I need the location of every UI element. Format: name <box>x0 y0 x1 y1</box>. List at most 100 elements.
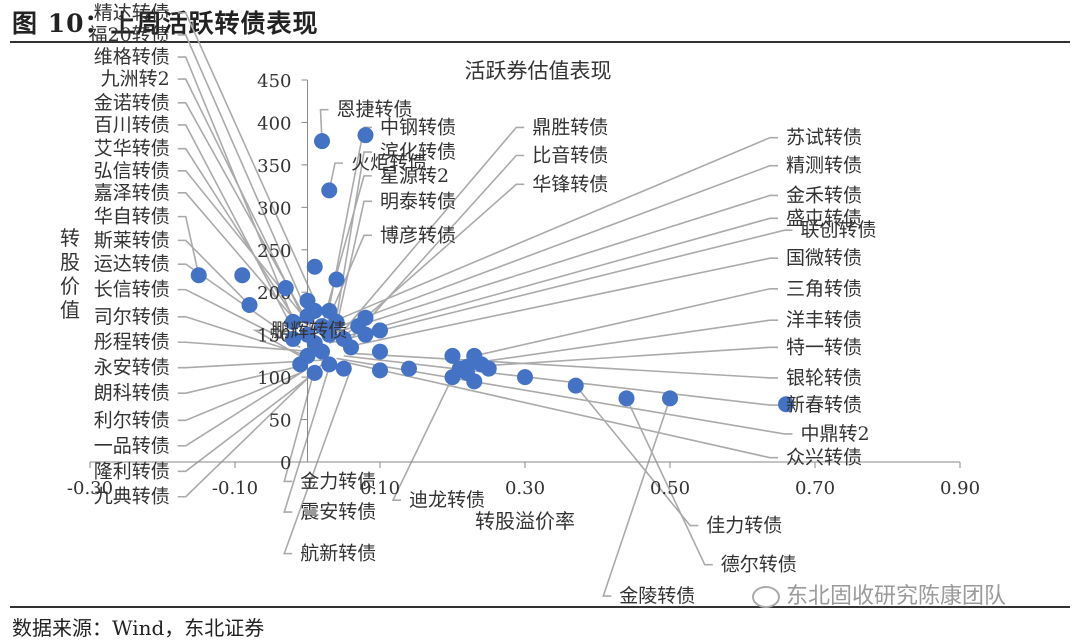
point-label: 维格转债 <box>94 46 170 68</box>
y-tick-label: 150 <box>257 326 291 347</box>
data-point <box>328 313 345 330</box>
leader-line <box>252 329 308 361</box>
y-tick-label: 0 <box>280 453 291 474</box>
x-tick-label: 0.30 <box>505 478 545 499</box>
data-point <box>343 339 359 356</box>
point-labels: 精达转债福20转债维格转债九洲转2金诺转债百川转债艾华转债弘信转债嘉泽转债华自转… <box>89 2 877 606</box>
data-point <box>314 133 330 150</box>
point-label: 金力转债 <box>300 470 376 492</box>
leader-line <box>350 154 525 340</box>
leader-line <box>336 357 793 435</box>
point-label: 金陵转债 <box>619 585 695 606</box>
svg-text:转股价值: 转股价值 <box>60 226 80 322</box>
point-label: 德尔转债 <box>721 554 797 576</box>
point-label: 艾华转债 <box>94 138 170 160</box>
point-label: 银轮转债 <box>786 367 862 389</box>
data-point <box>372 322 388 339</box>
top-divider <box>10 41 1070 43</box>
point-label: 震安转债 <box>300 501 376 523</box>
point-label: 鹏辉转债 <box>271 319 347 341</box>
leader-line <box>177 288 301 349</box>
point-label: 火炬转债 <box>351 152 427 174</box>
leader-line <box>625 397 713 566</box>
point-label: 鼎胜转债 <box>532 116 608 138</box>
data-point <box>662 390 678 407</box>
y-tick-label: 300 <box>257 198 291 219</box>
point-label: 福20转债 <box>89 24 170 46</box>
point-label: 众兴转债 <box>786 447 862 469</box>
point-label: 嘉泽转债 <box>94 182 170 204</box>
point-label: 特一转债 <box>786 336 862 358</box>
leader-line <box>177 363 308 394</box>
point-label: 国微转债 <box>786 247 862 269</box>
point-label: 一品转债 <box>94 435 170 457</box>
leader-line <box>343 126 525 331</box>
leader-line <box>177 215 200 276</box>
data-point <box>241 296 258 313</box>
point-label: 华锋转债 <box>532 173 608 195</box>
point-label: 迪龙转债 <box>409 489 485 511</box>
data-point <box>618 390 635 407</box>
point-label: 华自转债 <box>94 206 170 228</box>
y-tick-label: 250 <box>257 241 291 262</box>
leader-line <box>391 376 454 501</box>
point-label: 利尔转债 <box>94 409 170 431</box>
leader-line <box>329 194 778 336</box>
data-point <box>292 356 309 373</box>
point-label: 联创转债 <box>801 219 877 241</box>
point-label: 彤程转债 <box>94 331 170 353</box>
point-label: 星源转2 <box>380 165 449 187</box>
data-point <box>306 364 323 381</box>
leader-line <box>177 34 309 314</box>
point-label: 长信转债 <box>94 279 170 301</box>
point-label: 弘信转债 <box>94 160 170 182</box>
x-tick-label: -0.10 <box>212 478 258 499</box>
leader-line <box>177 372 316 473</box>
axes: -0.30 -0.10 0.10 0.30 0.50 0.70 0.90 0 50 100 150 2… <box>67 71 980 499</box>
leader-line <box>177 341 315 353</box>
data-point <box>306 258 323 275</box>
point-label: 苏试转债 <box>786 127 862 149</box>
point-label: 金诺转债 <box>94 92 170 114</box>
point-label: 九洲转2 <box>101 68 170 90</box>
leader-line <box>177 124 301 344</box>
chart-title: 活跃券估值表现 <box>465 59 612 83</box>
data-point <box>299 307 316 324</box>
point-label: 航新转债 <box>300 543 376 565</box>
leader-line <box>283 368 352 555</box>
point-label: 九典转债 <box>94 486 170 508</box>
leader-line <box>283 368 316 483</box>
x-tick-label: 0.50 <box>650 478 690 499</box>
data-point <box>321 326 338 343</box>
y-tick-label: 400 <box>257 113 291 134</box>
data-point <box>285 330 301 347</box>
data-point <box>444 347 461 364</box>
leader-line <box>177 78 309 327</box>
x-axis-label: 转股溢价率 <box>475 509 575 533</box>
point-label: 朗科转债 <box>94 382 170 404</box>
leader-line <box>177 263 294 340</box>
leader-line <box>335 200 372 327</box>
point-label: 精测转债 <box>786 155 862 177</box>
leader-line <box>177 102 316 336</box>
x-tick-label: 0.10 <box>360 478 400 499</box>
leader-line <box>177 315 308 357</box>
leader-line <box>177 239 251 306</box>
leader-line <box>335 183 525 344</box>
data-point <box>517 369 533 386</box>
data-point <box>778 396 794 413</box>
point-label: 百川转债 <box>94 114 170 136</box>
y-tick-label: 100 <box>257 368 291 389</box>
leader-line <box>328 162 343 191</box>
y-tick-label: 450 <box>257 71 291 92</box>
point-label: 洋丰转债 <box>786 309 862 331</box>
leader-line <box>321 136 778 327</box>
data-point <box>190 267 207 284</box>
leader-line <box>575 385 699 527</box>
data-point <box>328 271 345 288</box>
data-points <box>190 127 794 413</box>
leader-line <box>177 367 308 447</box>
y-tick-label: 50 <box>269 411 292 432</box>
point-label: 运达转债 <box>94 253 170 275</box>
point-label: 比音转债 <box>532 144 608 166</box>
